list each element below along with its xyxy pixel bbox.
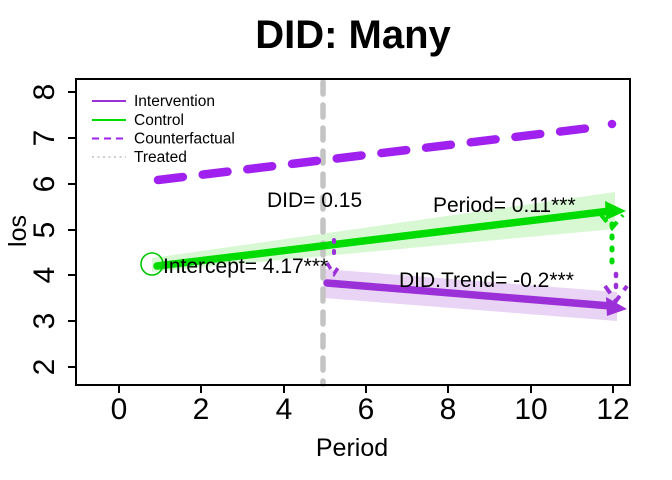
control-line <box>153 207 614 270</box>
annotation-intercept: Intercept= 4.17*** <box>163 255 328 278</box>
control-start-circle <box>140 252 164 276</box>
control-line-arrowhead <box>605 201 626 220</box>
legend-label-treated: Treated <box>134 149 187 166</box>
intervention-gap-arrowhead <box>603 284 629 305</box>
y-tick-label: 4 <box>28 267 61 284</box>
plot-title: DID: Many <box>255 13 451 57</box>
y-tick-label: 8 <box>28 84 61 101</box>
x-axis-ticks <box>118 385 614 393</box>
y-tick-label: 5 <box>28 222 61 239</box>
counterfactual-line <box>153 122 603 185</box>
legend-label-control: Control <box>134 112 184 129</box>
plot-legend: Intervention Control Counterfactual Trea… <box>92 93 235 166</box>
annotation-period: Period= 0.11*** <box>433 194 576 217</box>
x-tick-label: 8 <box>440 393 457 426</box>
y-tick-label: 2 <box>28 359 61 376</box>
y-tick-label: 7 <box>28 130 61 147</box>
x-tick-label: 2 <box>193 393 210 426</box>
y-axis-title: los <box>4 215 32 247</box>
counterfactual-line-end-dot <box>607 119 617 129</box>
intervention-line <box>323 279 615 310</box>
x-tick-label: 4 <box>276 393 293 426</box>
legend-label-counterfactual: Counterfactual <box>134 131 235 148</box>
x-tick-label: 0 <box>111 393 128 426</box>
plot-box <box>75 78 631 386</box>
annotation-did: DID= 0.15 <box>267 189 362 212</box>
x-tick-label: 10 <box>514 393 547 426</box>
x-tick-label: 12 <box>596 393 629 426</box>
legend-label-intervention: Intervention <box>134 93 215 110</box>
intervention-line-arrowhead <box>606 297 627 316</box>
did-drop-arrowhead <box>325 262 343 278</box>
y-tick-label: 6 <box>28 176 61 193</box>
x-axis-title: Period <box>316 434 388 462</box>
y-tick-label: 3 <box>28 313 61 330</box>
annotation-did-trend: DID.Trend= -0.2*** <box>399 269 574 292</box>
x-tick-label: 6 <box>358 393 375 426</box>
y-axis-ticks <box>68 91 76 368</box>
